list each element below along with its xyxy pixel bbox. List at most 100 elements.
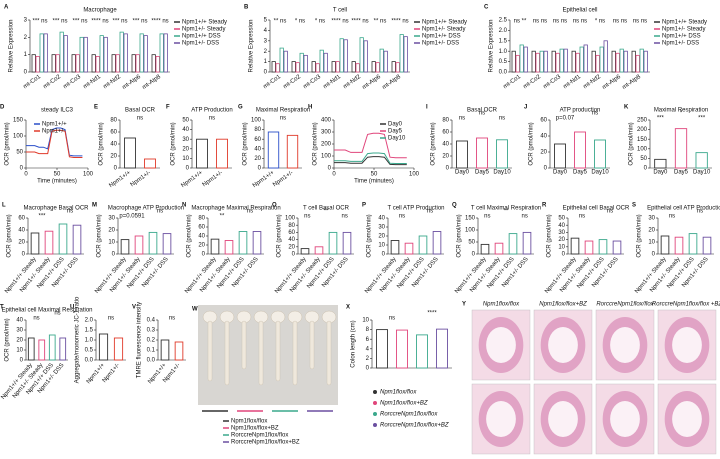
panel-label: N xyxy=(182,203,186,209)
y-tick-label: 200 xyxy=(321,142,332,148)
significance-label: ns xyxy=(304,214,310,220)
bar xyxy=(511,50,516,73)
legend-label: Npm1+/+ DSS xyxy=(422,34,461,40)
lumen xyxy=(610,327,640,363)
y-tick-label: 300 xyxy=(321,130,332,136)
y-tick-label: 0 xyxy=(446,166,450,172)
x-tick-label: mt-Co1 xyxy=(262,74,282,91)
y-axis-label: OCR (pmol/min) xyxy=(529,122,535,165)
bar xyxy=(522,231,532,255)
significance-label: **** ns xyxy=(331,19,348,25)
bar xyxy=(271,61,276,73)
colon xyxy=(207,320,213,382)
x-tick-label: 0 xyxy=(332,172,336,178)
significance-label: ns xyxy=(521,214,527,220)
y-tick-label: 30 xyxy=(108,216,115,222)
x-tick-label: Npm1+/- DSS xyxy=(141,256,169,288)
bar xyxy=(619,48,624,73)
x-tick-label: Npm1+/- xyxy=(272,170,294,188)
x-tick-label: Npm1+/- DSS xyxy=(501,256,529,288)
x-tick-label: Npm1+/- xyxy=(130,170,152,188)
lumen xyxy=(486,401,516,437)
y-tick-label: 10 xyxy=(182,156,189,162)
lumen xyxy=(548,401,578,437)
y-tick-label: 50 xyxy=(640,156,647,162)
y-tick-label: 20 xyxy=(442,154,449,160)
colon xyxy=(241,320,247,370)
significance-label: ** ns xyxy=(374,19,387,25)
bar xyxy=(390,240,400,255)
bar xyxy=(148,231,158,255)
y-tick-label: 60 xyxy=(110,130,117,136)
bar xyxy=(275,63,280,73)
bar xyxy=(35,56,40,73)
bar xyxy=(494,242,504,255)
bar xyxy=(404,242,414,255)
bar xyxy=(160,339,170,361)
bar xyxy=(359,37,364,73)
y-tick-label: 20 xyxy=(288,244,295,250)
y-axis-label: OCR (pmol/min) xyxy=(457,214,463,257)
y-tick-label: 20 xyxy=(108,228,115,234)
panel-title: Epithelial cell Basal OCR xyxy=(563,206,630,212)
y-axis-label: Colon length (cm) xyxy=(351,320,357,367)
significance-label: ns xyxy=(54,311,60,317)
y-tick-label: 60 xyxy=(288,230,295,236)
y-tick-label: 100 xyxy=(13,134,24,140)
lumen xyxy=(548,327,578,363)
y-tick-label: 0 xyxy=(644,166,648,172)
legend-label: Npm1+/+ Steady xyxy=(422,20,467,26)
y-tick-label: 30 xyxy=(558,230,565,236)
y-tick-label: 0.1 xyxy=(147,348,156,354)
significance-label: * ns xyxy=(295,19,305,25)
y-tick-label: 0 xyxy=(382,252,386,258)
x-tick-label: mt-Nd2 xyxy=(582,74,602,91)
significance-label: ns ns xyxy=(573,19,587,25)
bar xyxy=(131,54,136,73)
significance-label: ns xyxy=(479,111,485,117)
legend-label: Npm1+/- Steady xyxy=(422,27,466,33)
significance-label: **** ns xyxy=(351,19,368,25)
significance-label: **** ns xyxy=(151,19,168,25)
bar xyxy=(376,329,388,369)
panel-label: L xyxy=(2,203,6,209)
bar xyxy=(139,33,144,73)
bar xyxy=(615,52,620,73)
bar xyxy=(531,50,536,73)
panel-title: Epithelial cell ATP Production xyxy=(647,206,720,212)
y-axis-label: OCR (pmol/min) xyxy=(243,122,249,165)
significance-label: *** xyxy=(38,214,46,220)
significance-label: ** xyxy=(504,209,509,215)
bar xyxy=(216,138,228,169)
bar xyxy=(519,44,524,73)
panel-label: H xyxy=(308,105,312,111)
x-tick-label: Npm1+/+ xyxy=(180,170,204,189)
x-tick-label: mt-Co3 xyxy=(542,74,562,91)
bar xyxy=(31,54,36,73)
y-axis-label: OCR (pmol/min) xyxy=(99,122,105,165)
x-tick-label: Day5 xyxy=(475,170,490,176)
line-series xyxy=(334,132,407,159)
y-tick-label: 40 xyxy=(540,134,547,140)
y-tick-label: 10 xyxy=(378,243,385,249)
panel-title: Maximal Respiration xyxy=(256,108,310,114)
y-tick-label: 10 xyxy=(16,348,23,354)
significance-label: ns ns xyxy=(553,19,567,25)
legend-label: Npm1+/+ Steady xyxy=(182,20,227,26)
bar xyxy=(379,48,384,73)
legend-label: RorccreNpm1flox/flox+BZ xyxy=(231,440,300,446)
y-tick-label: 3 xyxy=(24,18,28,24)
y-tick-label: 50 xyxy=(558,216,565,222)
bar xyxy=(75,54,80,73)
y-tick-label: 0 xyxy=(186,166,190,172)
panel-label: B xyxy=(244,5,249,11)
y-axis-label: OCR (pmol/min) xyxy=(5,122,11,165)
bar xyxy=(72,224,82,255)
x-tick-label: Npm1+/+ xyxy=(252,170,276,189)
bar xyxy=(134,235,144,255)
x-tick-label: Npm1+/+ xyxy=(108,170,132,189)
y-tick-label: 60 xyxy=(540,118,547,124)
y-tick-label: 30 xyxy=(182,137,189,143)
x-tick-label: 0 xyxy=(24,172,28,178)
